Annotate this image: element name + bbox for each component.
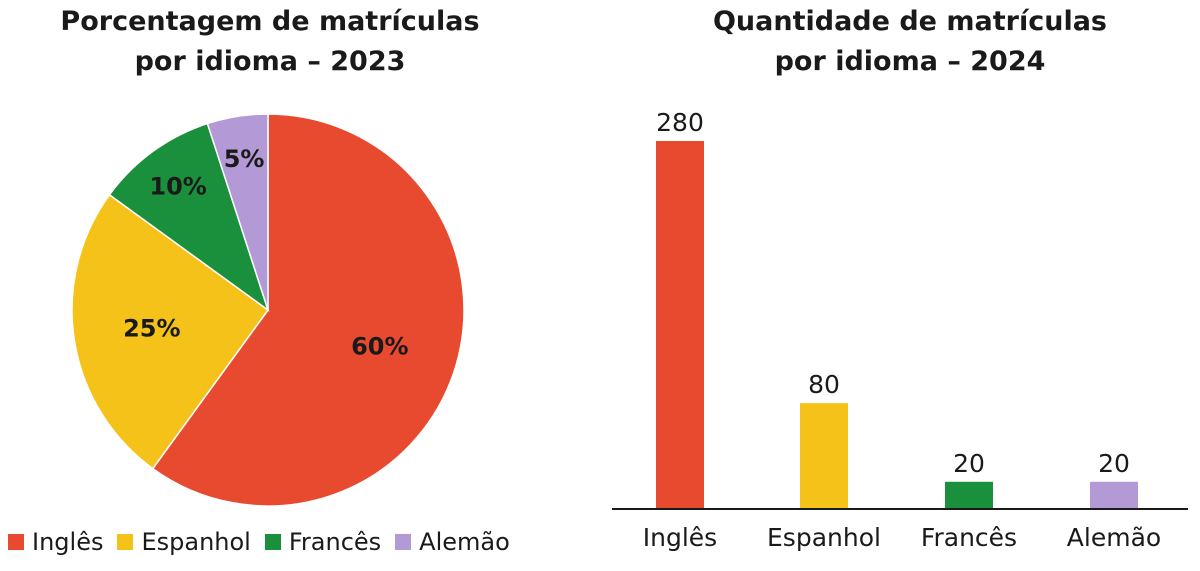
bar-frances: [945, 481, 993, 508]
pie-slice-espanhol: [71, 193, 270, 470]
legend-swatch-frances: [264, 534, 281, 550]
legend-label-frances: Francês: [288, 528, 382, 556]
legend-item-ingles: Inglês: [8, 528, 103, 556]
legend-label-espanhol: Espanhol: [141, 528, 251, 556]
legend-swatch-ingles: [8, 534, 24, 550]
bar-espanhol: [800, 403, 848, 508]
pie-label-espanhol: 25%: [123, 314, 180, 342]
legend-swatch-espanhol: [117, 534, 134, 550]
bar-chart-title-line-2: por idioma – 2024: [774, 46, 1046, 77]
bar-alemao: [1090, 481, 1138, 508]
x-tick-label-frances: Francês: [921, 523, 1017, 552]
legend-item-alemao: Alemão: [395, 528, 510, 556]
pie-chart-title-line-2: por idioma – 2023: [134, 46, 406, 77]
pie-chart-title: Porcentagem de matrículas por idioma – 2…: [40, 2, 500, 82]
legend-item-espanhol: Espanhol: [117, 528, 251, 556]
x-tick-label-alemao: Alemão: [1067, 523, 1161, 552]
pie-label-frances: 10%: [149, 172, 206, 200]
legend-label-ingles: Inglês: [32, 528, 104, 556]
bar-chart-title-line-1: Quantidade de matrículas: [712, 6, 1107, 37]
pie-label-alemao: 5%: [224, 145, 265, 173]
legend-item-frances: Francês: [264, 528, 382, 556]
bar-value-label-espanhol: 80: [808, 370, 840, 399]
bar-chart-title: Quantidade de matrículas por idioma – 20…: [640, 2, 1180, 82]
bar-value-label-alemao: 20: [1098, 449, 1130, 478]
pie-slice-alemao: [206, 113, 269, 311]
pie-slice-ingles: [151, 113, 465, 507]
pie-slice-frances: [108, 122, 270, 312]
bar-ingles: [656, 141, 704, 508]
bar-value-label-ingles: 280: [656, 108, 704, 137]
legend-label-alemao: Alemão: [419, 528, 510, 556]
legend-swatch-alemao: [395, 534, 412, 550]
bar-value-label-frances: 20: [953, 449, 985, 478]
pie-label-ingles: 60%: [351, 332, 408, 360]
x-tick-label-espanhol: Espanhol: [767, 523, 881, 552]
x-tick-label-ingles: Inglês: [643, 523, 717, 552]
pie-chart-title-line-1: Porcentagem de matrículas: [60, 6, 480, 37]
pie-legend: Inglês Espanhol Francês Alemão: [8, 524, 568, 560]
